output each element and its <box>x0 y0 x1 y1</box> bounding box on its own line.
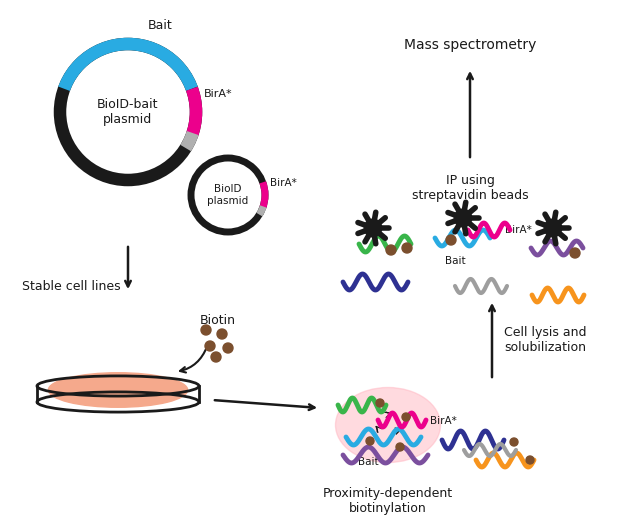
Text: Mass spectrometry: Mass spectrometry <box>404 38 536 52</box>
Circle shape <box>201 325 211 335</box>
Circle shape <box>376 399 384 407</box>
Text: Bait: Bait <box>148 19 173 32</box>
Ellipse shape <box>49 373 188 407</box>
Circle shape <box>396 443 404 451</box>
Text: BioID-bait
plasmid: BioID-bait plasmid <box>97 98 158 126</box>
Circle shape <box>570 248 580 258</box>
Circle shape <box>205 341 215 351</box>
Circle shape <box>510 438 518 446</box>
Text: Proximity-dependent
biotinylation: Proximity-dependent biotinylation <box>323 487 453 515</box>
Text: BioID
plasmid: BioID plasmid <box>208 184 249 206</box>
Text: Biotin: Biotin <box>200 313 236 326</box>
Text: IP using
streptavidin beads: IP using streptavidin beads <box>412 174 528 202</box>
Circle shape <box>223 343 233 353</box>
Circle shape <box>446 235 456 245</box>
Circle shape <box>211 352 221 362</box>
Circle shape <box>402 243 412 253</box>
Text: BirA*: BirA* <box>270 178 296 188</box>
Circle shape <box>386 245 396 255</box>
Ellipse shape <box>335 388 440 463</box>
Text: Bait: Bait <box>445 256 465 266</box>
Text: Cell lysis and
solubilization: Cell lysis and solubilization <box>504 326 587 354</box>
Circle shape <box>366 437 374 445</box>
Circle shape <box>544 219 562 237</box>
Text: BirA*: BirA* <box>505 225 532 235</box>
Text: BirA*: BirA* <box>204 89 233 99</box>
Text: Stable cell lines: Stable cell lines <box>22 279 121 292</box>
Text: Bait: Bait <box>358 457 378 467</box>
Circle shape <box>454 209 472 227</box>
Circle shape <box>526 456 534 464</box>
Circle shape <box>402 413 410 421</box>
Text: BirA*: BirA* <box>430 416 457 426</box>
Circle shape <box>217 329 227 339</box>
Circle shape <box>364 219 381 237</box>
